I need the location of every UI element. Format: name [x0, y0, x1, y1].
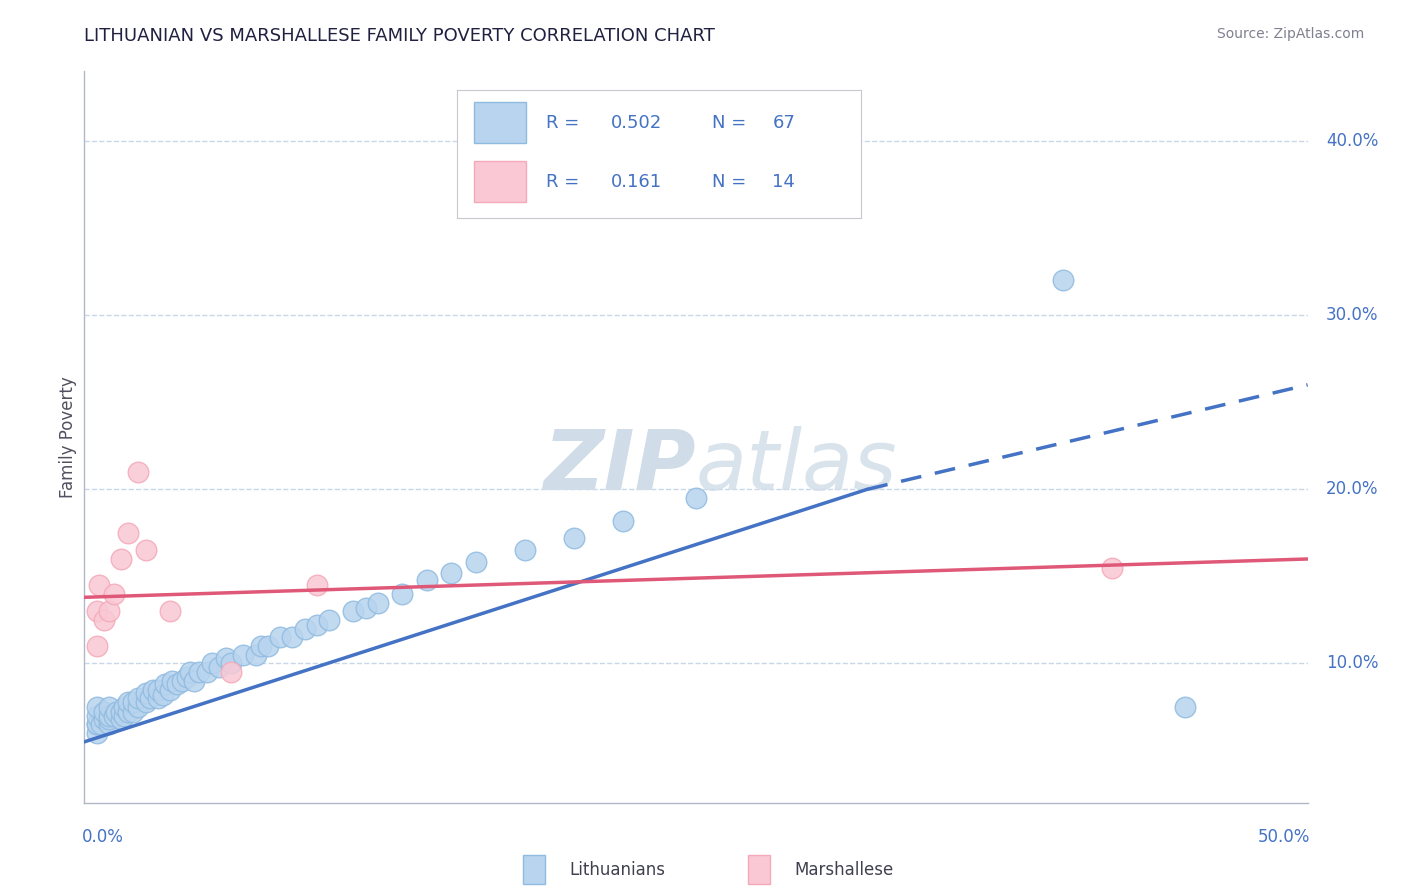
Point — [97, 604, 120, 618]
Point — [86, 604, 108, 618]
Point — [159, 682, 181, 697]
Text: 30.0%: 30.0% — [1326, 306, 1378, 324]
Point — [257, 639, 280, 653]
Point — [110, 552, 132, 566]
Point — [112, 700, 135, 714]
Point — [97, 717, 120, 731]
Point — [464, 556, 486, 570]
Point — [208, 660, 231, 674]
Point — [90, 717, 112, 731]
Point — [117, 525, 139, 540]
Point — [87, 578, 110, 592]
Point — [86, 639, 108, 653]
Point — [440, 566, 463, 580]
Point — [354, 600, 377, 615]
Point — [93, 705, 115, 719]
Point — [122, 705, 145, 719]
Point — [159, 604, 181, 618]
Point — [562, 531, 585, 545]
Text: Marshallese: Marshallese — [794, 861, 894, 879]
Point — [86, 726, 108, 740]
Point — [612, 514, 634, 528]
Point — [142, 682, 165, 697]
Point — [391, 587, 413, 601]
Point — [127, 465, 149, 479]
Point — [135, 695, 157, 709]
Point — [305, 578, 328, 592]
Point — [152, 688, 174, 702]
Point — [162, 673, 184, 688]
Point — [146, 682, 169, 697]
Point — [232, 648, 254, 662]
Point — [110, 712, 132, 726]
Point — [122, 695, 145, 709]
Point — [183, 673, 205, 688]
Point — [249, 639, 271, 653]
Point — [281, 631, 304, 645]
Point — [97, 712, 120, 726]
Text: 40.0%: 40.0% — [1326, 132, 1378, 150]
Point — [86, 708, 108, 723]
Point — [219, 665, 242, 680]
Point — [245, 648, 267, 662]
Point — [146, 691, 169, 706]
Point — [318, 613, 340, 627]
Point — [188, 665, 211, 680]
Text: 10.0%: 10.0% — [1326, 655, 1378, 673]
Point — [305, 618, 328, 632]
Point — [86, 717, 108, 731]
Text: Lithuanians: Lithuanians — [569, 861, 665, 879]
Point — [117, 705, 139, 719]
Point — [97, 708, 120, 723]
Point — [342, 604, 364, 618]
Point — [127, 700, 149, 714]
Point — [416, 573, 439, 587]
Point — [1052, 273, 1074, 287]
Point — [103, 587, 125, 601]
Point — [1174, 700, 1197, 714]
Text: LITHUANIAN VS MARSHALLESE FAMILY POVERTY CORRELATION CHART: LITHUANIAN VS MARSHALLESE FAMILY POVERTY… — [84, 27, 716, 45]
Text: 50.0%: 50.0% — [1257, 829, 1310, 847]
Text: 20.0%: 20.0% — [1326, 480, 1378, 499]
Point — [166, 677, 188, 691]
Point — [179, 665, 201, 680]
Text: ZIP: ZIP — [543, 425, 696, 507]
Point — [117, 695, 139, 709]
Point — [139, 691, 162, 706]
Point — [135, 686, 157, 700]
Point — [367, 595, 389, 609]
Point — [294, 622, 316, 636]
Point — [105, 705, 128, 719]
Point — [269, 631, 291, 645]
Point — [127, 691, 149, 706]
Text: atlas: atlas — [696, 425, 897, 507]
Text: 0.0%: 0.0% — [82, 829, 124, 847]
Point — [513, 543, 536, 558]
Point — [112, 708, 135, 723]
Point — [86, 717, 108, 731]
Point — [135, 543, 157, 558]
Point — [103, 708, 125, 723]
Point — [215, 651, 238, 665]
Y-axis label: Family Poverty: Family Poverty — [59, 376, 77, 498]
Text: Source: ZipAtlas.com: Source: ZipAtlas.com — [1216, 27, 1364, 41]
Point — [200, 657, 222, 671]
Point — [153, 677, 176, 691]
Point — [93, 712, 115, 726]
Point — [685, 491, 707, 505]
Point — [86, 700, 108, 714]
Point — [176, 670, 198, 684]
Point — [219, 657, 242, 671]
Point — [195, 665, 218, 680]
Point — [1101, 560, 1123, 574]
Point — [110, 705, 132, 719]
Point — [172, 673, 194, 688]
Point — [97, 700, 120, 714]
Point — [93, 613, 115, 627]
